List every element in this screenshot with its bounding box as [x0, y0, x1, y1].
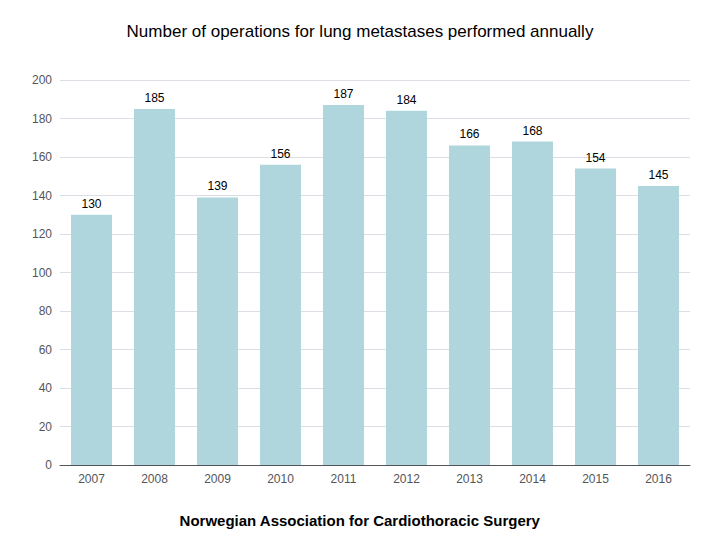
- svg-text:140: 140: [32, 189, 52, 203]
- svg-text:2007: 2007: [78, 472, 105, 486]
- svg-text:130: 130: [81, 197, 101, 211]
- svg-text:180: 180: [32, 112, 52, 126]
- svg-text:2011: 2011: [331, 472, 357, 486]
- svg-text:2014: 2014: [519, 472, 546, 486]
- svg-text:2012: 2012: [393, 472, 420, 486]
- svg-text:60: 60: [39, 343, 53, 357]
- svg-text:160: 160: [32, 150, 52, 164]
- svg-text:156: 156: [270, 147, 290, 161]
- svg-text:40: 40: [39, 381, 53, 395]
- svg-text:20: 20: [39, 420, 53, 434]
- svg-text:2008: 2008: [141, 472, 168, 486]
- svg-text:2010: 2010: [267, 472, 294, 486]
- svg-text:2015: 2015: [582, 472, 609, 486]
- svg-text:0: 0: [45, 458, 52, 472]
- svg-text:145: 145: [648, 168, 668, 182]
- svg-text:100: 100: [32, 266, 52, 280]
- svg-text:2009: 2009: [204, 472, 231, 486]
- svg-text:200: 200: [32, 73, 52, 87]
- svg-text:2013: 2013: [456, 472, 483, 486]
- svg-text:185: 185: [144, 91, 164, 105]
- svg-text:139: 139: [207, 179, 227, 193]
- svg-text:120: 120: [32, 227, 52, 241]
- svg-text:187: 187: [333, 87, 353, 101]
- svg-text:168: 168: [522, 124, 542, 138]
- svg-text:154: 154: [585, 151, 605, 165]
- svg-text:Norwegian Association for Card: Norwegian Association for Cardiothoracic…: [180, 512, 541, 529]
- svg-text:80: 80: [39, 304, 53, 318]
- svg-text:184: 184: [396, 93, 416, 107]
- svg-text:2016: 2016: [645, 472, 672, 486]
- svg-text:Number of operations for lung: Number of operations for lung metastases…: [127, 22, 594, 41]
- svg-text:166: 166: [459, 127, 479, 141]
